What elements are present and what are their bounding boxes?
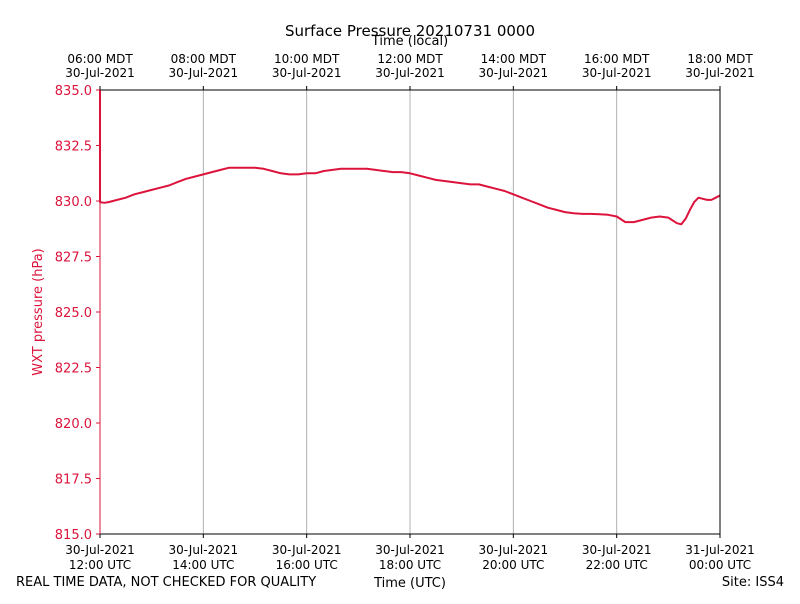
x-tick-label-time: 16:00 UTC xyxy=(276,558,338,572)
x-tick-label-date: 30-Jul-2021 xyxy=(582,543,652,557)
x2-tick-label-time: 08:00 MDT xyxy=(171,52,237,66)
x2-tick-label-time: 12:00 MDT xyxy=(377,52,443,66)
series-group xyxy=(99,90,721,226)
x2-tick-label-date: 30-Jul-2021 xyxy=(169,66,239,80)
x2-tick-label-time: 06:00 MDT xyxy=(67,52,133,66)
x-tick-label-time: 18:00 UTC xyxy=(379,558,441,572)
x2-tick-label-date: 30-Jul-2021 xyxy=(375,66,445,80)
y-tick-label: 822.5 xyxy=(55,362,92,377)
x-tick-label-date: 30-Jul-2021 xyxy=(375,543,445,557)
y-tick-label: 817.5 xyxy=(55,473,92,488)
chart-title: Surface Pressure 20210731 0000 xyxy=(284,22,536,40)
x2-tick-label-time: 14:00 MDT xyxy=(481,52,547,66)
quality-disclaimer: REAL TIME DATA, NOT CHECKED FOR QUALITY xyxy=(16,575,317,590)
x-tick-label-time: 20:00 UTC xyxy=(482,558,544,572)
x-tick-label-date: 30-Jul-2021 xyxy=(272,543,342,557)
top-axis-label: Time (local) xyxy=(371,34,449,49)
y-tick-label: 815.0 xyxy=(55,528,92,543)
x-tick-label-time: 22:00 UTC xyxy=(586,558,648,572)
y-tick-label: 825.0 xyxy=(55,306,92,321)
x-tick-label-time: 00:00 UTC xyxy=(689,558,751,572)
x2-tick-label-time: 16:00 MDT xyxy=(584,52,650,66)
x-tick-label-date: 30-Jul-2021 xyxy=(479,543,549,557)
x2-tick-label-date: 30-Jul-2021 xyxy=(685,66,755,80)
y-axis-label: WXT pressure (hPa) xyxy=(31,248,46,376)
grid-lines xyxy=(202,90,618,534)
x-tick-label-time: 12:00 UTC xyxy=(69,558,131,572)
x2-tick-label-time: 18:00 MDT xyxy=(687,52,753,66)
pressure-line xyxy=(99,90,721,226)
x-tick-label-date: 30-Jul-2021 xyxy=(169,543,239,557)
x2-tick-label-date: 30-Jul-2021 xyxy=(272,66,342,80)
x-tick-label-date: 30-Jul-2021 xyxy=(65,543,135,557)
y-tick-label: 835.0 xyxy=(55,84,92,99)
x2-tick-label-date: 30-Jul-2021 xyxy=(479,66,549,80)
y-tick-label: 827.5 xyxy=(55,251,92,266)
x-axis-label: Time (UTC) xyxy=(374,576,446,591)
x-tick-label-time: 14:00 UTC xyxy=(172,558,234,572)
x-tick-label-date: 31-Jul-2021 xyxy=(685,543,755,557)
x2-tick-label-date: 30-Jul-2021 xyxy=(65,66,135,80)
site-label: Site: ISS4 xyxy=(721,575,784,590)
y-ticks: 815.0 817.5 820.0 822.5 825.0 827.5 830.0 832.5… xyxy=(55,84,100,543)
y-tick-label: 830.0 xyxy=(55,195,92,210)
y-tick-label: 832.5 xyxy=(55,140,92,155)
y-tick-label: 820.0 xyxy=(55,417,92,432)
x2-tick-label-time: 10:00 MDT xyxy=(274,52,340,66)
x2-tick-label-date: 30-Jul-2021 xyxy=(582,66,652,80)
